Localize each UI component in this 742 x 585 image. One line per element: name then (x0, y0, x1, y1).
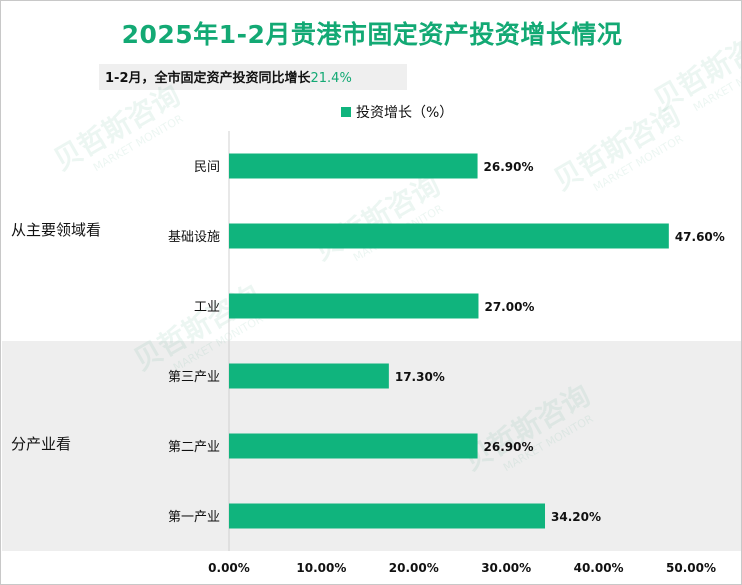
category-label-1: 基础设施 (168, 230, 220, 245)
category-label-4: 第二产业 (168, 440, 220, 455)
bar-value-label-4: 26.90% (484, 440, 534, 454)
bar-value-label-5: 34.20% (551, 510, 601, 524)
bar-3 (229, 363, 389, 389)
bar-5 (229, 503, 546, 529)
bar-2 (229, 293, 479, 319)
subtitle: 1-2月，全市固定资产投资同比增长21.4% (105, 67, 352, 86)
group-label-industry: 分产业看 (11, 435, 72, 453)
bar-value-label-2: 27.00% (484, 300, 534, 314)
x-tick-label-5: 50.00% (666, 561, 716, 575)
x-tick-label-4: 40.00% (574, 561, 624, 575)
bar-value-label-1: 47.60% (675, 230, 725, 244)
bar-4 (229, 433, 478, 459)
subtitle-text: 1-2月，全市固定资产投资同比增长 (105, 71, 311, 86)
subtitle-background (99, 64, 407, 90)
legend-swatch (341, 107, 351, 117)
bar-1 (229, 223, 669, 249)
bar-0 (229, 153, 478, 179)
category-label-0: 民间 (194, 160, 220, 175)
x-tick-label-3: 30.00% (481, 561, 531, 575)
legend: 投资增长（%） (341, 102, 453, 122)
category-label-5: 第一产业 (168, 510, 220, 525)
x-tick-label-1: 10.00% (296, 561, 346, 575)
group-label-domain: 从主要领域看 (11, 221, 102, 239)
chart-title: 2025年1-2月贵港市固定资产投资增长情况 (121, 20, 623, 49)
x-tick-label-0: 0.00% (208, 561, 250, 575)
bar-value-label-3: 17.30% (395, 370, 445, 384)
bar-value-label-0: 26.90% (484, 160, 534, 174)
legend-label: 投资增长（%） (356, 105, 454, 121)
category-label-2: 工业 (194, 300, 220, 315)
x-tick-label-2: 20.00% (389, 561, 439, 575)
subtitle-value: 21.4% (310, 71, 352, 86)
category-label-3: 第三产业 (168, 370, 220, 385)
